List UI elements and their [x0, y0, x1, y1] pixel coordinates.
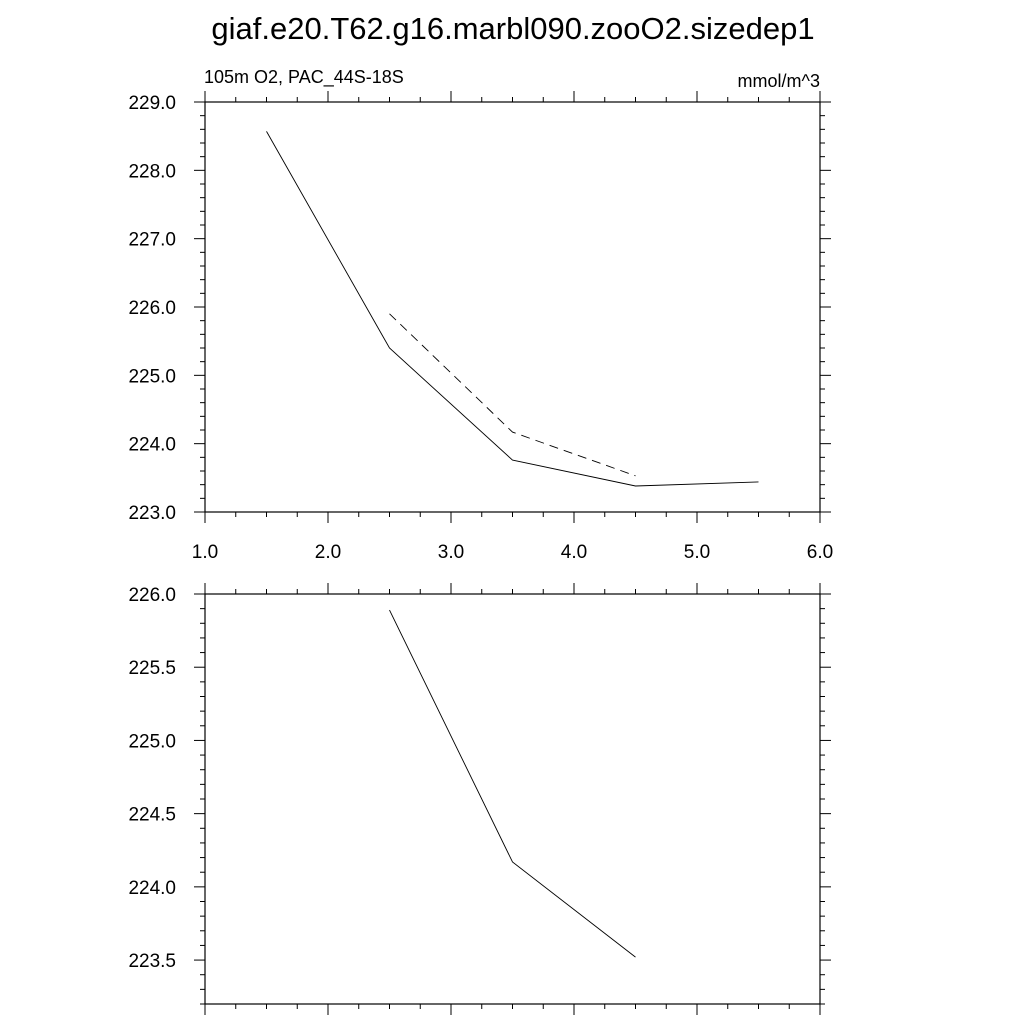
bottom-panel-y-tick-label: 225.0	[128, 731, 176, 752]
bottom-panel-y-tick-label: 224.5	[128, 805, 176, 826]
bottom-panel-plot-frame	[204, 593, 821, 1005]
bottom-panel-y-tick-label: 224.0	[128, 878, 176, 899]
top-panel-y-tick-label: 229.0	[128, 93, 176, 114]
top-panel-series-solid-line	[266, 131, 759, 487]
bottom-panel-y-tick-label: 223.5	[128, 951, 176, 972]
top-panel-units-label: mmol/m^3	[738, 71, 820, 91]
top-panel-x-tick-label: 4.0	[561, 542, 587, 563]
bottom-panel-y-tick-label: 226.0	[128, 585, 176, 606]
top-panel-y-tick-label: 228.0	[128, 161, 176, 182]
top-panel-left-label: 105m O2, PAC_44S-18S	[204, 67, 404, 88]
top-panel-y-tick-label: 225.0	[128, 366, 176, 387]
top-panel: 105m O2, PAC_44S-18S mmol/m^3 223.0 224.0…	[128, 67, 833, 563]
top-panel-y-tick-label: 226.0	[128, 298, 176, 319]
top-panel-x-tick-label: 3.0	[438, 542, 464, 563]
top-panel-plot-frame	[204, 101, 821, 513]
top-panel-y-tick-label: 223.0	[128, 503, 176, 524]
top-panel-series-dashed-line	[389, 313, 636, 477]
bottom-panel: 223.5 224.0 224.5 225.0 225.5 226.0	[128, 583, 831, 1015]
figure-title: giaf.e20.T62.g16.marbl090.zooO2.sizedep1	[211, 11, 814, 46]
top-panel-x-tick-label: 5.0	[684, 542, 710, 563]
top-panel-x-tick-label: 1.0	[192, 542, 218, 563]
top-panel-x-tick-label: 2.0	[315, 542, 341, 563]
top-panel-y-tick-label: 227.0	[128, 230, 176, 251]
bottom-panel-series-solid-line	[389, 609, 636, 958]
top-panel-x-tick-label: 6.0	[807, 542, 833, 563]
top-panel-y-tick-label: 224.0	[128, 435, 176, 456]
bottom-panel-y-tick-label: 225.5	[128, 658, 176, 679]
